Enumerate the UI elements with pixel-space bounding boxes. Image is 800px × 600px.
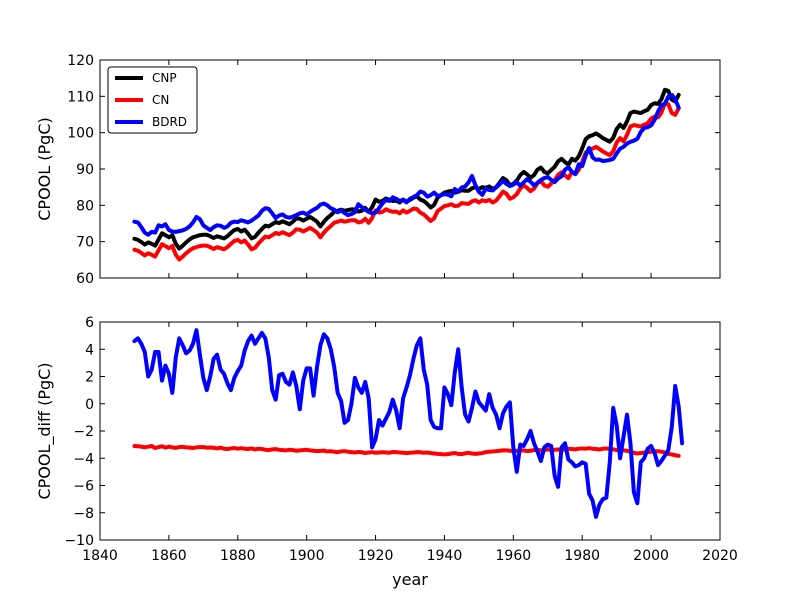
y-tick-label: 2 [85, 370, 94, 386]
y-tick-label: −2 [73, 424, 94, 440]
y-tick-label: 60 [76, 271, 94, 287]
legend-label-cn: CN [152, 93, 169, 107]
x-tick-label: 1840 [82, 548, 118, 564]
series-line-bdrd [132, 328, 685, 519]
y-tick-label: 110 [67, 89, 94, 105]
bottom-panel: −10 −8 −6 −4 −2 0 2 4 6 1840 1860 1880 1900 1920 1940 1… [35, 315, 738, 589]
y-tick-label: 70 [76, 235, 94, 251]
x-tick-label: 1880 [220, 548, 256, 564]
y-tick-label: −4 [73, 451, 94, 467]
x-tick-label: 1920 [358, 548, 394, 564]
series-line-cn [132, 443, 681, 458]
legend-label-cnp: CNP [152, 71, 177, 85]
top-panel: 60 70 80 90 100 110 120 CPOOL (PgC) CNP CN BDRD [35, 53, 721, 287]
x-tick-label: 1860 [151, 548, 187, 564]
y-tick-label: 100 [67, 126, 94, 142]
y-tick-label: 90 [76, 162, 94, 178]
y-tick-label: 6 [85, 315, 94, 331]
y-axis-label: CPOOL_diff (PgC) [35, 362, 55, 499]
x-tick-label: 2000 [633, 548, 669, 564]
y-tick-label: −10 [64, 533, 94, 549]
x-tick-label: 1940 [427, 548, 463, 564]
y-tick-label: 0 [85, 397, 94, 413]
legend: CNP CN BDRD [107, 66, 198, 134]
y-tick-label: −8 [73, 506, 94, 522]
y-tick-label: 120 [67, 53, 94, 69]
x-tick-label: 1900 [289, 548, 325, 564]
y-axis-label: CPOOL (PgC) [35, 117, 54, 220]
x-tick-label: 1960 [496, 548, 532, 564]
x-axis-label: year [392, 570, 428, 589]
legend-label-bdrd: BDRD [152, 115, 187, 129]
y-tick-label: 4 [85, 342, 94, 358]
series-line-bdrd [132, 92, 681, 237]
y-tick-label: −6 [73, 479, 94, 495]
y-tick-label: 80 [76, 198, 94, 214]
x-tick-label: 2020 [702, 548, 738, 564]
legend-box [107, 66, 198, 134]
x-tick-label: 1980 [564, 548, 600, 564]
